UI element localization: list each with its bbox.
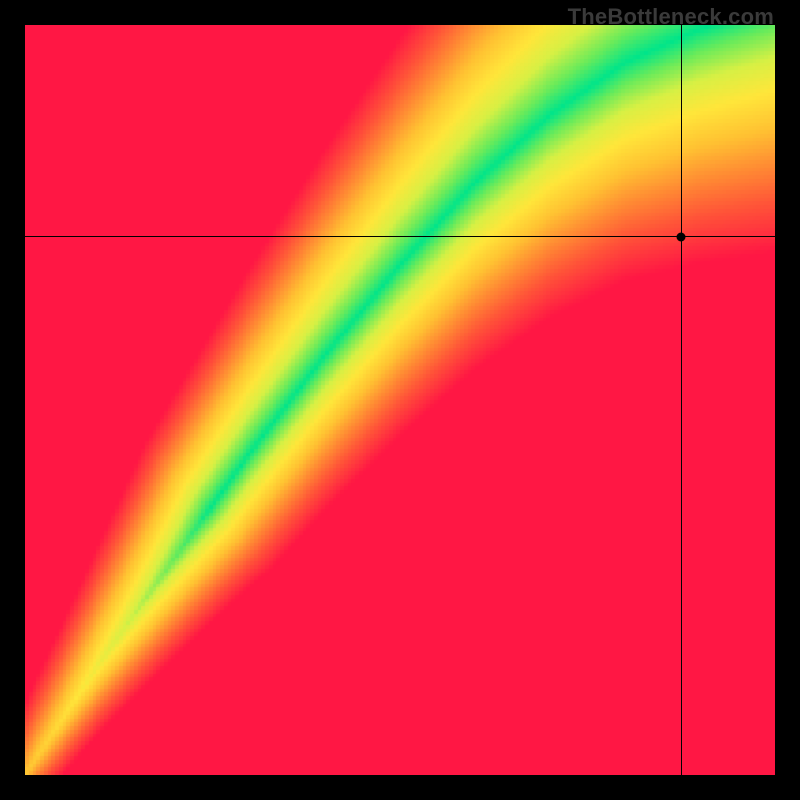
crosshair-horizontal bbox=[25, 236, 775, 237]
crosshair-marker bbox=[677, 232, 686, 241]
crosshair-vertical bbox=[681, 25, 682, 775]
chart-container: { "watermark": { "text": "TheBottleneck.… bbox=[0, 0, 800, 800]
bottleneck-heatmap bbox=[25, 25, 775, 775]
